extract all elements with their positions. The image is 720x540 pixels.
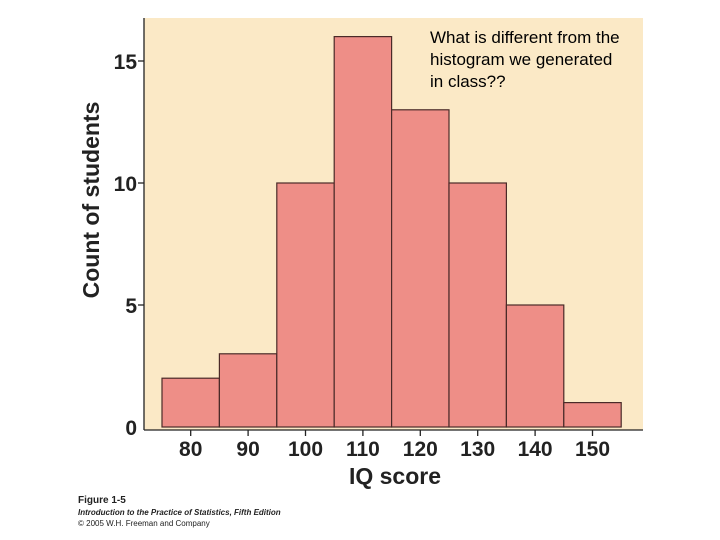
x-tick-label-110: 110 [346, 438, 380, 461]
y-tick-label-0: 0 [125, 417, 137, 440]
copyright-notice: © 2005 W.H. Freeman and Company [78, 519, 210, 528]
bar-150 [563, 402, 622, 428]
y-tick-label-15: 15 [114, 51, 138, 74]
figure-number: Figure 1-5 [78, 495, 126, 506]
y-tick-label-5: 5 [125, 295, 137, 318]
bar-120 [391, 109, 450, 428]
x-tick-label-80: 80 [179, 438, 202, 461]
question-text: What is different from the histogram we … [430, 28, 620, 91]
y-tick-label-10: 10 [114, 173, 137, 196]
bar-90 [218, 353, 278, 428]
book-title: Introduction to the Practice of Statisti… [78, 508, 281, 517]
x-tick-label-100: 100 [288, 438, 323, 461]
x-tick-label-90: 90 [236, 438, 259, 461]
x-axis-title: IQ score [349, 463, 441, 489]
bar-140 [505, 304, 565, 428]
bar-110 [333, 35, 393, 428]
x-tick-label-150: 150 [575, 438, 610, 461]
x-tick-label-130: 130 [460, 438, 495, 461]
y-axis-title: Count of students [78, 102, 104, 299]
bar-130 [448, 182, 508, 428]
bar-80 [161, 377, 221, 428]
figure-caption: Figure 1-5 Introduction to the Practice … [78, 494, 281, 529]
x-tick-label-140: 140 [518, 438, 553, 461]
x-tick-label-120: 120 [403, 438, 438, 461]
bar-100 [276, 182, 335, 428]
